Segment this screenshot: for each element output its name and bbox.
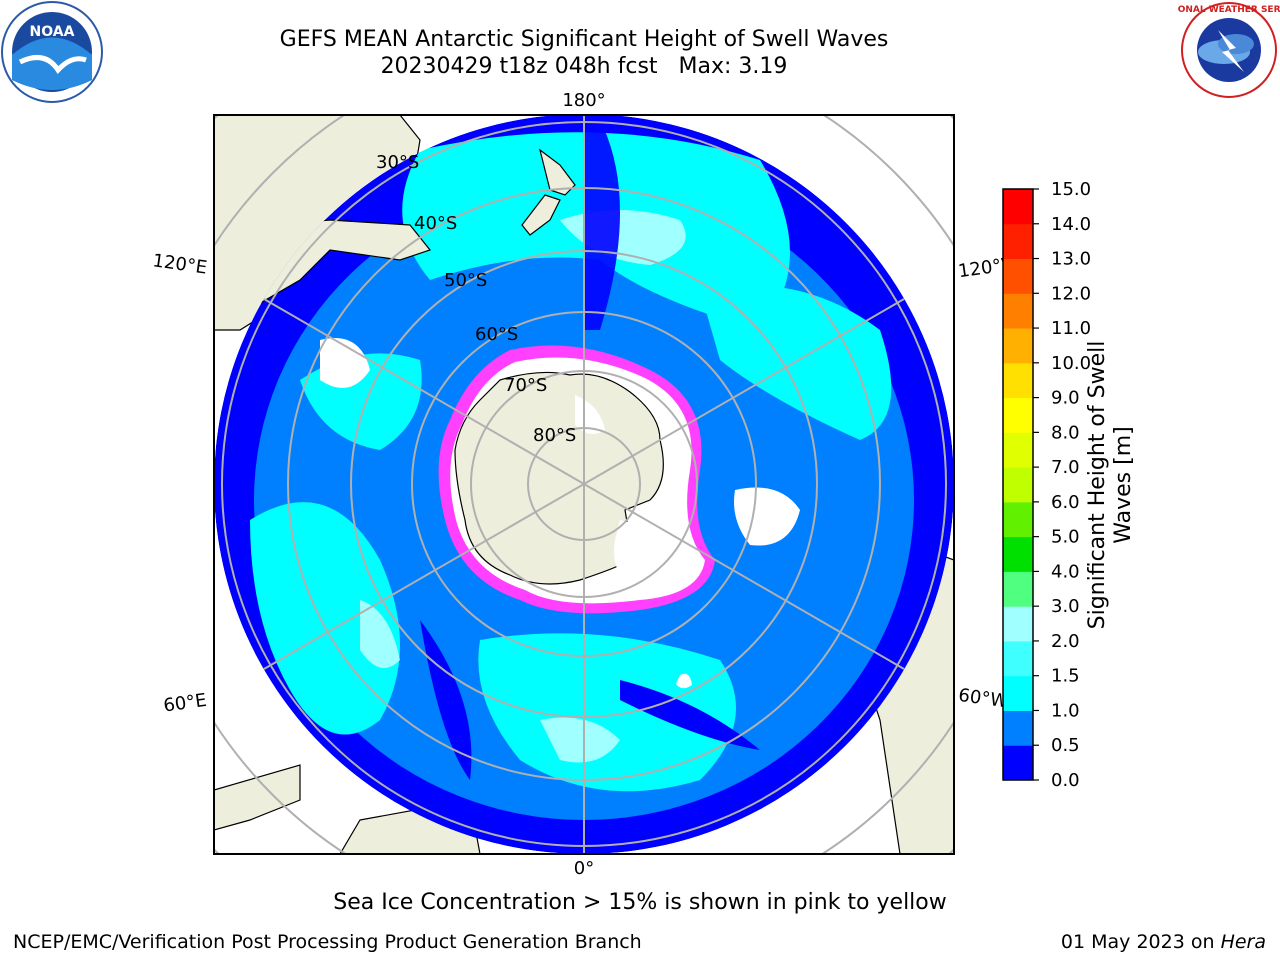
lon-label-top: 180° (562, 90, 605, 111)
colorbar-segment (1003, 397, 1033, 433)
colorbar-segment (1003, 606, 1033, 642)
colorbar-tick-label: 13.0 (1051, 249, 1091, 270)
colorbar-tick-label: 7.0 (1051, 457, 1080, 478)
colorbar-tick-label: 4.0 (1051, 561, 1080, 582)
colorbar-segment (1003, 258, 1033, 294)
new-zealand-land (521, 148, 576, 236)
colorbar-tick-label: 11.0 (1051, 318, 1091, 339)
africa-land (214, 764, 301, 831)
footer-branch: NCEP/EMC/Verification Post Processing Pr… (13, 931, 642, 953)
colorbar-tick-label: 1.5 (1051, 666, 1080, 687)
map-subtitle: 20230429 t18z 048h fcst Max: 3.19 (184, 53, 984, 81)
lon-label-upper-left: 120°E (151, 250, 208, 278)
colorbar-tick-label: 0.5 (1051, 735, 1080, 756)
colorbar-segment (1003, 362, 1033, 399)
colorbar-segment (1003, 432, 1033, 468)
colorbar-tick-label: 5.0 (1051, 527, 1080, 548)
colorbar: 0.0 0.5 1.0 1.5 2.0 3.0 4.0 5.0 6.0 7.0 8.0 9.0 10.0… (1002, 179, 1091, 791)
colorbar-segment (1003, 501, 1033, 538)
lat-label-80: 80°S (533, 425, 576, 446)
colorbar-tick-label: 3.0 (1051, 596, 1080, 617)
colorbar-tick-label: 2.0 (1051, 631, 1080, 652)
nws-logo-icon: NATIONAL WEATHER SERVICE (1178, 2, 1280, 98)
forecast-run: 20230429 t18z 048h fcst (380, 54, 658, 79)
map-title: GEFS MEAN Antarctic Significant Height o… (279, 27, 889, 52)
colorbar-tick-label: 9.0 (1051, 388, 1080, 409)
footer-host: Hera (1220, 931, 1266, 953)
colorbar-tick-label: 15.0 (1051, 179, 1091, 200)
lat-label-70: 70°S (504, 375, 547, 396)
colorbar-tick-label: 10.0 (1051, 353, 1091, 374)
colorbar-tick-label: 6.0 (1051, 492, 1080, 513)
colorbar-segment (1003, 571, 1033, 607)
colorbar-segment (1003, 293, 1033, 329)
colorbar-tick-label: 14.0 (1051, 214, 1091, 235)
map-frame (213, 114, 955, 855)
lon-label-lower-left: 60°E (162, 690, 208, 717)
colorbar-segment (1003, 328, 1033, 364)
colorbar-segment (1003, 467, 1033, 503)
colorbar-tick-label: 12.0 (1051, 283, 1091, 304)
colorbar-segment (1003, 536, 1033, 572)
footer-date: 01 May 2023 on Hera (1060, 931, 1266, 953)
colorbar-tick-label: 1.0 (1051, 700, 1080, 721)
colorbar-title: Significant Height of Swell Waves [m] (1085, 340, 1136, 630)
lat-label-40: 40°S (414, 213, 457, 234)
colorbar-segment (1003, 745, 1033, 781)
max-value: Max: 3.19 (678, 54, 788, 79)
graticule (221, 114, 947, 854)
colorbar-segment (1003, 189, 1033, 225)
noaa-logo-icon: NOAA (1, 1, 103, 103)
antarctica-land (454, 371, 664, 585)
lon-label-lower-right: 60°W (957, 685, 1009, 713)
lat-label-50: 50°S (444, 270, 487, 291)
colorbar-frame (1002, 188, 1034, 781)
lon-label-bottom: 0° (574, 858, 594, 879)
colorbar-segment (1003, 223, 1033, 260)
swell-high-band-indian (250, 502, 400, 735)
noaa-logo-text: NOAA (30, 24, 75, 40)
colorbar-segment (1003, 710, 1033, 746)
sea-ice-caption: Sea Ice Concentration > 15% is shown in … (333, 890, 947, 915)
lat-label-30: 30°S (376, 152, 419, 173)
colorbar-tick-label: 0.0 (1051, 770, 1080, 791)
colorbar-tick-label: 8.0 (1051, 422, 1080, 443)
swell-high-band-atlantic (478, 633, 736, 792)
colorbar-segment (1003, 675, 1033, 711)
nws-logo-text: NATIONAL WEATHER SERVICE (1178, 5, 1280, 15)
colorbar-segment (1003, 640, 1033, 677)
lat-label-60: 60°S (475, 324, 518, 345)
